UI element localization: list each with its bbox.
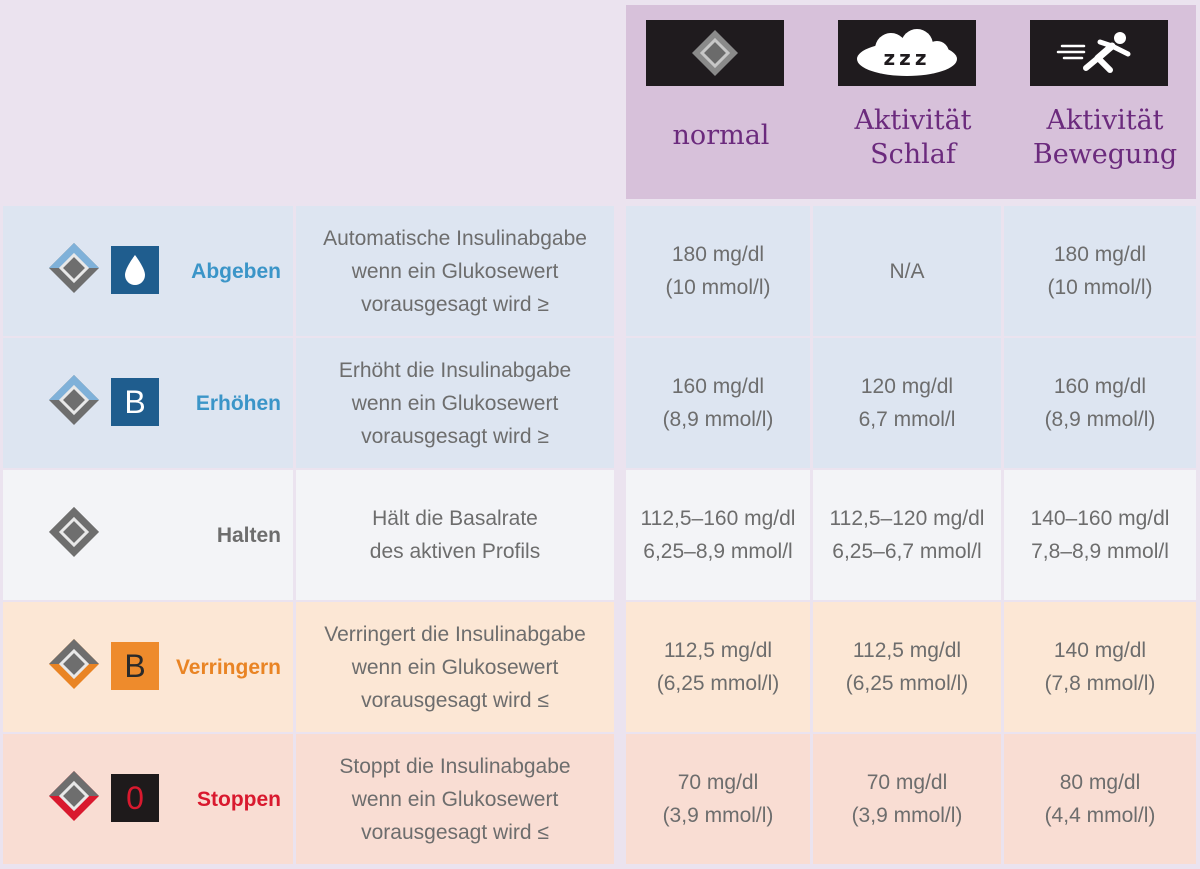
mode-badge-letter: 0 bbox=[126, 779, 144, 816]
threshold-cell: 70 mg/dl (3,9 mmol/l) bbox=[813, 734, 1001, 864]
status-label: Halten bbox=[216, 523, 281, 547]
threshold-cell: 120 mg/dl 6,7 mmol/l bbox=[813, 338, 1001, 468]
description-cell: Verringert die Insulinabgabe wenn ein Gl… bbox=[296, 602, 614, 732]
status-diamond-icon bbox=[49, 375, 99, 425]
threshold-cell: 180 mg/dl (10 mmol/l) bbox=[1004, 206, 1196, 336]
mode-column-normal: normal bbox=[626, 5, 816, 199]
status-diamond-icon bbox=[49, 639, 99, 689]
threshold-cell: 160 mg/dl (8,9 mmol/l) bbox=[626, 338, 810, 468]
threshold-value: 112,5 mg/dl (6,25 mmol/l) bbox=[845, 639, 969, 695]
threshold-cell: N/A bbox=[813, 206, 1001, 336]
threshold-value: 70 mg/dl (3,9 mmol/l) bbox=[662, 771, 774, 827]
threshold-cell: 160 mg/dl (8,9 mmol/l) bbox=[1004, 338, 1196, 468]
mode-badge-letter: B bbox=[124, 383, 146, 420]
threshold-value: 120 mg/dl 6,7 mmol/l bbox=[858, 375, 956, 431]
status-label: Abgeben bbox=[191, 259, 281, 283]
mode-column-exercise: Aktivität Bewegung bbox=[1010, 5, 1200, 199]
status-diamond-icon bbox=[49, 507, 99, 557]
threshold-cell: 140 mg/dl (7,8 mmol/l) bbox=[1004, 602, 1196, 732]
status-cell: Abgeben bbox=[3, 206, 293, 336]
running-person-icon bbox=[1056, 32, 1131, 73]
threshold-value: 180 mg/dl (10 mmol/l) bbox=[665, 243, 771, 299]
mode-icon-box: zzz bbox=[838, 20, 976, 86]
threshold-cell: 180 mg/dl (10 mmol/l) bbox=[626, 206, 810, 336]
mode-badge: B bbox=[111, 378, 159, 426]
threshold-value: 140 mg/dl (7,8 mmol/l) bbox=[1044, 639, 1156, 695]
status-cell: Halten bbox=[3, 470, 293, 600]
description-cell: Hält die Basalrate des aktiven Profils bbox=[296, 470, 614, 600]
mode-label: normal bbox=[672, 120, 770, 151]
threshold-value: 180 mg/dl (10 mmol/l) bbox=[1047, 243, 1153, 299]
mode-badge-letter: B bbox=[124, 647, 146, 684]
threshold-value: 112,5–160 mg/dl 6,25–8,9 mmol/l bbox=[640, 507, 796, 563]
mode-label: Aktivität Bewegung bbox=[1032, 105, 1178, 170]
mode-badge: 0 bbox=[111, 774, 159, 822]
threshold-cell: 70 mg/dl (3,9 mmol/l) bbox=[626, 734, 810, 864]
threshold-cell: 112,5 mg/dl (6,25 mmol/l) bbox=[626, 602, 810, 732]
status-label: Verringern bbox=[175, 655, 281, 679]
zzz-text: zzz bbox=[884, 46, 931, 70]
description-text: Erhöht die Insulinabgabe wenn ein Glukos… bbox=[338, 358, 572, 448]
threshold-cell: 112,5 mg/dl (6,25 mmol/l) bbox=[813, 602, 1001, 732]
status-diamond-icon bbox=[49, 771, 99, 821]
diamond-icon bbox=[692, 30, 738, 76]
description-text: Automatische Insulinabgabe wenn ein Gluk… bbox=[323, 226, 587, 316]
threshold-value: 70 mg/dl (3,9 mmol/l) bbox=[851, 771, 963, 827]
description-cell: Automatische Insulinabgabe wenn ein Gluk… bbox=[296, 206, 614, 336]
threshold-value: 160 mg/dl (8,9 mmol/l) bbox=[662, 375, 774, 431]
mode-icon-box bbox=[646, 20, 784, 86]
description-text: Verringert die Insulinabgabe wenn ein Gl… bbox=[324, 622, 586, 712]
threshold-value: 112,5 mg/dl (6,25 mmol/l) bbox=[656, 639, 780, 695]
mode-badge: B bbox=[111, 642, 159, 690]
status-diamond-icon bbox=[49, 243, 99, 293]
threshold-value: 140–160 mg/dl 7,8–8,9 mmol/l bbox=[1030, 507, 1170, 563]
threshold-value: N/A bbox=[889, 259, 925, 283]
zzz-cloud-icon: zzz bbox=[857, 29, 957, 76]
threshold-cell: 80 mg/dl (4,4 mmol/l) bbox=[1004, 734, 1196, 864]
droplet-icon bbox=[125, 255, 145, 285]
status-label: Stoppen bbox=[197, 787, 281, 811]
threshold-cell: 140–160 mg/dl 7,8–8,9 mmol/l bbox=[1004, 470, 1196, 600]
description-cell: Erhöht die Insulinabgabe wenn ein Glukos… bbox=[296, 338, 614, 468]
mode-header: normal zzz Aktivität Schlaf bbox=[626, 5, 1196, 199]
status-cell: B Verringern bbox=[3, 602, 293, 732]
threshold-cell: 112,5–120 mg/dl 6,25–6,7 mmol/l bbox=[813, 470, 1001, 600]
description-cell: Stoppt die Insulinabgabe wenn ein Glukos… bbox=[296, 734, 614, 864]
threshold-cell: 112,5–160 mg/dl 6,25–8,9 mmol/l bbox=[626, 470, 810, 600]
status-cell: 0 Stoppen bbox=[3, 734, 293, 864]
status-cell: B Erhöhen bbox=[3, 338, 293, 468]
threshold-value: 80 mg/dl (4,4 mmol/l) bbox=[1044, 771, 1156, 827]
mode-icon-box bbox=[1030, 20, 1168, 86]
threshold-value: 112,5–120 mg/dl 6,25–6,7 mmol/l bbox=[829, 507, 985, 563]
status-label: Erhöhen bbox=[195, 391, 281, 415]
description-text: Hält die Basalrate des aktiven Profils bbox=[369, 507, 541, 563]
threshold-value: 160 mg/dl (8,9 mmol/l) bbox=[1044, 375, 1156, 431]
mode-badge bbox=[111, 246, 159, 294]
description-text: Stoppt die Insulinabgabe wenn ein Glukos… bbox=[339, 754, 571, 844]
mode-label: Aktivität Schlaf bbox=[854, 105, 972, 170]
mode-column-sleep: zzz Aktivität Schlaf bbox=[818, 5, 1008, 199]
